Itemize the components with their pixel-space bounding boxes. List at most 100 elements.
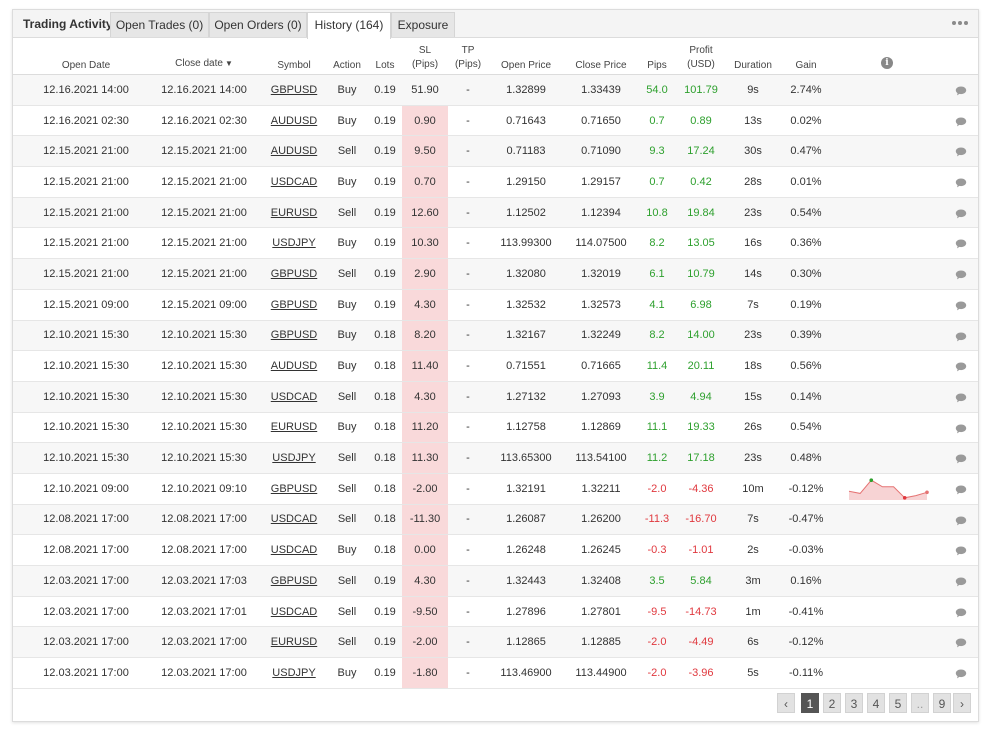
table-row[interactable]: 12.10.2021 15:30 12.10.2021 15:30 GBPUSD Bu… xyxy=(13,320,978,352)
cell-symbol[interactable]: GBPUSD xyxy=(270,267,318,280)
table-row[interactable]: 12.15.2021 21:00 12.15.2021 21:00 GBPUSD Se… xyxy=(13,259,978,290)
comment-icon[interactable] xyxy=(955,575,967,587)
page-button-3[interactable]: 3 xyxy=(845,693,863,713)
comment-icon[interactable] xyxy=(955,299,967,311)
page-button-4[interactable]: 4 xyxy=(867,693,885,713)
comment-icon[interactable] xyxy=(955,483,967,495)
cell-gain: 0.56% xyxy=(790,360,822,373)
cell-lots: 0.19 xyxy=(374,206,396,219)
table-row[interactable]: 12.10.2021 15:30 12.10.2021 15:30 USDCAD Se… xyxy=(13,381,978,413)
comment-icon[interactable] xyxy=(955,360,967,372)
comment-icon[interactable] xyxy=(955,176,967,188)
comment-icon[interactable] xyxy=(955,330,967,342)
cell-open-price: 1.12758 xyxy=(506,421,546,434)
table-row[interactable]: 12.15.2021 09:00 12.15.2021 09:00 GBPUSD Bu… xyxy=(13,289,978,321)
cell-close-price: 114.07500 xyxy=(575,237,627,250)
table-row[interactable]: 12.15.2021 21:00 12.15.2021 21:00 AUDUSD Se… xyxy=(13,136,978,168)
header-lots[interactable]: Lots xyxy=(375,60,395,71)
header-duration[interactable]: Duration xyxy=(734,60,772,71)
cell-symbol[interactable]: AUDUSD xyxy=(270,145,318,158)
table-row[interactable]: 12.03.2021 17:00 12.03.2021 17:01 USDCAD Se… xyxy=(13,596,978,628)
cell-symbol[interactable]: GBPUSD xyxy=(270,83,318,96)
cell-symbol[interactable]: USDCAD xyxy=(270,175,318,188)
header-profit[interactable]: Profit (USD) xyxy=(687,44,715,72)
page-button-5[interactable]: 5 xyxy=(889,693,907,713)
tab-open-trades[interactable]: Open Trades (0) xyxy=(110,12,209,37)
header-symbol[interactable]: Symbol xyxy=(277,60,311,71)
header-gain[interactable]: Gain xyxy=(795,60,817,71)
cell-symbol[interactable]: GBPUSD xyxy=(270,298,318,311)
cell-symbol[interactable]: USDCAD xyxy=(270,605,318,618)
comment-icon[interactable] xyxy=(955,115,967,127)
comment-icon[interactable] xyxy=(955,667,967,679)
table-row[interactable]: 12.15.2021 21:00 12.15.2021 21:00 USDCAD Bu… xyxy=(13,167,978,198)
comment-icon[interactable] xyxy=(955,145,967,157)
cell-open-date: 12.10.2021 15:30 xyxy=(43,421,129,434)
header-pips[interactable]: Pips xyxy=(647,60,667,71)
header-profit-bottom: (USD) xyxy=(687,59,715,70)
cell-symbol[interactable]: EURUSD xyxy=(270,421,318,434)
comment-icon[interactable] xyxy=(955,207,967,219)
table-row[interactable]: 12.08.2021 17:00 12.08.2021 17:00 USDCAD Se… xyxy=(13,504,978,536)
cell-symbol[interactable]: USDCAD xyxy=(270,544,318,557)
cell-pips: -2.0 xyxy=(647,482,667,495)
header-open-date[interactable]: Open Date xyxy=(61,60,111,71)
cell-symbol[interactable]: AUDUSD xyxy=(270,360,318,373)
cell-close-price: 1.32408 xyxy=(581,574,621,587)
cell-symbol[interactable]: USDJPY xyxy=(272,237,316,250)
comment-icon[interactable] xyxy=(955,237,967,249)
cell-symbol[interactable]: GBPUSD xyxy=(270,574,318,587)
comment-icon[interactable] xyxy=(955,452,967,464)
page-button-2[interactable]: 2 xyxy=(823,693,841,713)
cell-open-date: 12.15.2021 21:00 xyxy=(43,237,129,250)
header-sl[interactable]: SL (Pips) xyxy=(412,44,438,72)
comment-icon[interactable] xyxy=(955,606,967,618)
header-open-price[interactable]: Open Price xyxy=(500,60,552,71)
page-button-last[interactable]: 9 xyxy=(933,693,951,713)
more-dots-icon[interactable] xyxy=(952,18,968,28)
header-tp[interactable]: TP (Pips) xyxy=(455,44,481,72)
cell-symbol[interactable]: USDCAD xyxy=(270,513,318,526)
table-row[interactable]: 12.03.2021 17:00 12.03.2021 17:00 USDJPY Bu… xyxy=(13,658,978,689)
page-button-1[interactable]: 1 xyxy=(801,693,819,713)
table-row[interactable]: 12.08.2021 17:00 12.08.2021 17:00 USDCAD Bu… xyxy=(13,535,978,566)
cell-symbol[interactable]: GBPUSD xyxy=(270,329,318,342)
table-row[interactable]: 12.03.2021 17:00 12.03.2021 17:00 EURUSD Se… xyxy=(13,627,978,659)
cell-symbol[interactable]: EURUSD xyxy=(270,636,318,649)
cell-symbol[interactable]: USDCAD xyxy=(270,390,318,403)
prev-page-button[interactable]: ‹ xyxy=(777,693,795,713)
table-row[interactable]: 12.10.2021 15:30 12.10.2021 15:30 USDJPY Se… xyxy=(13,443,978,474)
comment-icon[interactable] xyxy=(955,391,967,403)
comment-icon[interactable] xyxy=(955,544,967,556)
table-row[interactable]: 12.10.2021 15:30 12.10.2021 15:30 AUDUSD Bu… xyxy=(13,351,978,382)
table-row[interactable]: 12.15.2021 21:00 12.15.2021 21:00 EURUSD Se… xyxy=(13,197,978,229)
cell-symbol[interactable]: EURUSD xyxy=(270,206,318,219)
comment-icon[interactable] xyxy=(955,84,967,96)
cell-symbol[interactable]: USDJPY xyxy=(272,452,316,465)
table-row[interactable]: 12.16.2021 14:00 12.16.2021 14:00 GBPUSD Bu… xyxy=(13,75,978,106)
table-row[interactable]: 12.03.2021 17:00 12.03.2021 17:03 GBPUSD Se… xyxy=(13,566,978,597)
header-close-price[interactable]: Close Price xyxy=(575,60,627,71)
tab-open-orders[interactable]: Open Orders (0) xyxy=(209,12,307,37)
cell-symbol[interactable]: GBPUSD xyxy=(270,482,318,495)
table-row[interactable]: 12.15.2021 21:00 12.15.2021 21:00 USDJPY Bu… xyxy=(13,228,978,260)
tab-exposure[interactable]: Exposure xyxy=(391,12,455,37)
tab-history[interactable]: History (164) xyxy=(307,12,391,39)
cell-symbol[interactable]: AUDUSD xyxy=(270,114,318,127)
cell-gain: -0.03% xyxy=(788,544,824,557)
table-row[interactable]: 12.16.2021 02:30 12.16.2021 02:30 AUDUSD Bu… xyxy=(13,105,978,137)
comment-icon[interactable] xyxy=(955,268,967,280)
comment-icon[interactable] xyxy=(955,636,967,648)
comment-icon[interactable] xyxy=(955,422,967,434)
next-page-button[interactable]: › xyxy=(953,693,971,713)
comment-icon[interactable] xyxy=(955,514,967,526)
cell-duration: 1m xyxy=(745,605,761,618)
table-row[interactable]: 12.10.2021 09:00 12.10.2021 09:10 GBPUSD Se… xyxy=(13,473,978,505)
info-icon[interactable]: i xyxy=(881,57,893,69)
cell-open-date: 12.15.2021 09:00 xyxy=(43,298,129,311)
cell-open-price: 1.27896 xyxy=(506,605,546,618)
header-close-date[interactable]: Close date ▼ xyxy=(175,57,233,71)
table-row[interactable]: 12.10.2021 15:30 12.10.2021 15:30 EURUSD Bu… xyxy=(13,412,978,444)
cell-symbol[interactable]: USDJPY xyxy=(272,666,316,679)
header-action[interactable]: Action xyxy=(333,60,361,71)
